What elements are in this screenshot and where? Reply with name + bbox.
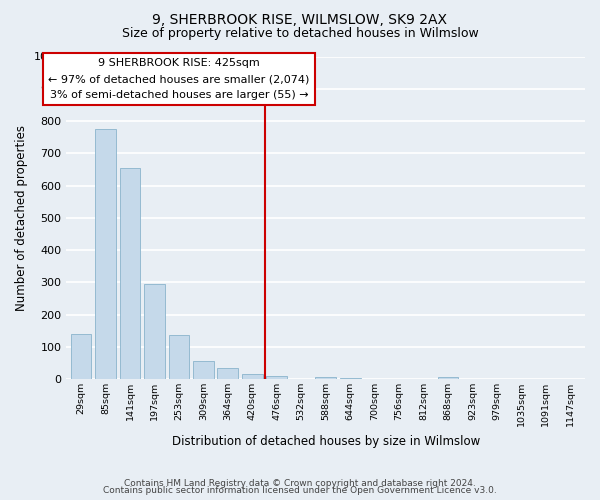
Bar [71, 334, 91, 379]
Bar [437, 378, 458, 379]
Text: Contains public sector information licensed under the Open Government Licence v3: Contains public sector information licen… [103, 486, 497, 495]
Bar [144, 284, 165, 379]
Y-axis label: Number of detached properties: Number of detached properties [15, 125, 28, 311]
Bar [217, 368, 238, 379]
Bar [316, 378, 336, 379]
Text: Contains HM Land Registry data © Crown copyright and database right 2024.: Contains HM Land Registry data © Crown c… [124, 478, 476, 488]
Bar [266, 376, 287, 379]
Bar [95, 129, 116, 379]
X-axis label: Distribution of detached houses by size in Wilmslow: Distribution of detached houses by size … [172, 434, 480, 448]
Text: 9, SHERBROOK RISE, WILMSLOW, SK9 2AX: 9, SHERBROOK RISE, WILMSLOW, SK9 2AX [152, 12, 448, 26]
Bar [340, 378, 361, 379]
Text: Size of property relative to detached houses in Wilmslow: Size of property relative to detached ho… [122, 28, 478, 40]
Bar [169, 336, 190, 379]
Bar [242, 374, 263, 379]
Bar [193, 360, 214, 379]
Bar [119, 168, 140, 379]
Text: 9 SHERBROOK RISE: 425sqm
← 97% of detached houses are smaller (2,074)
3% of semi: 9 SHERBROOK RISE: 425sqm ← 97% of detach… [48, 58, 310, 100]
